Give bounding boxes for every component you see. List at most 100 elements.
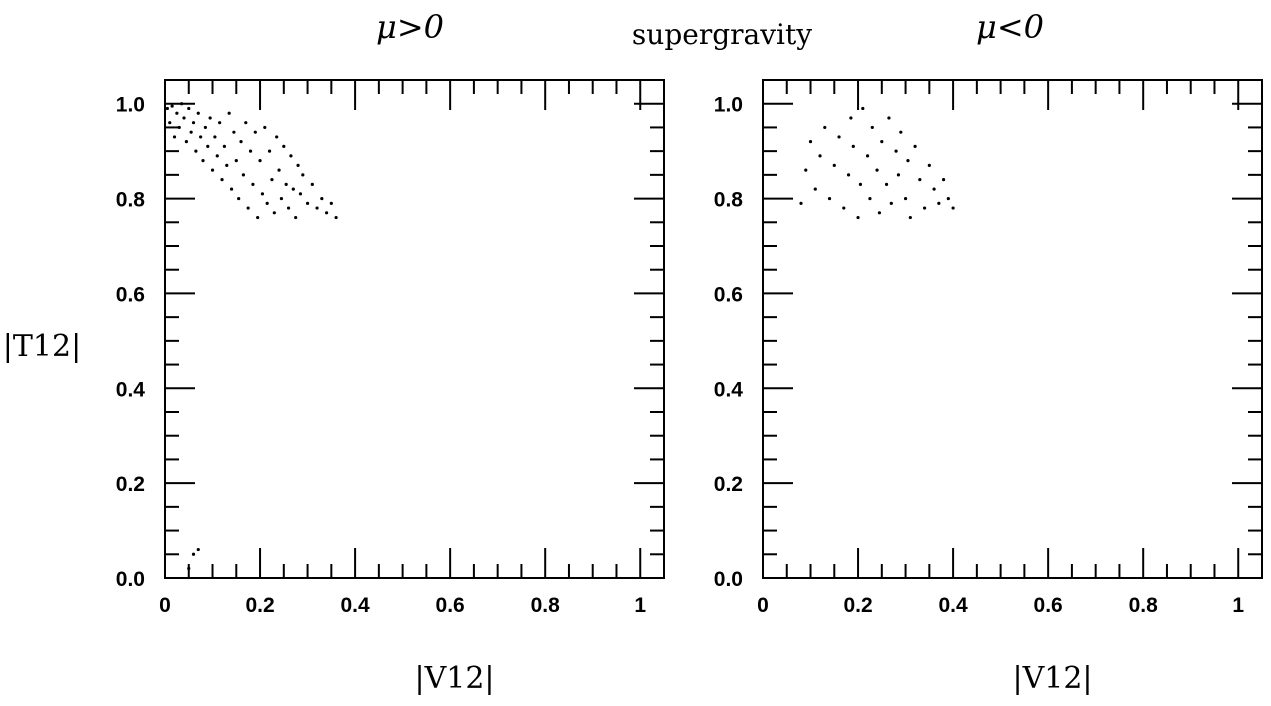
left-panel: μ>0 |V12| 0 0.2 0.4 0.6 0.8 1 0.0 0.2 0.4 0.6 0.8 1.0 xyxy=(116,8,665,696)
y-tick-label: 0.2 xyxy=(714,473,743,496)
data-point xyxy=(191,121,196,125)
data-point xyxy=(199,135,203,139)
data-point xyxy=(175,111,179,115)
x-tick-label: 0.2 xyxy=(843,594,872,617)
data-point xyxy=(877,211,882,215)
data-point xyxy=(932,187,936,191)
y-tick-label: 1.0 xyxy=(116,94,145,117)
data-point xyxy=(172,135,177,139)
data-point xyxy=(918,178,922,182)
data-point xyxy=(229,187,234,191)
data-point xyxy=(870,125,874,130)
data-point xyxy=(320,196,324,201)
data-point xyxy=(832,163,836,167)
data-point xyxy=(827,196,832,201)
data-point xyxy=(315,206,319,210)
x-axis-label: |V12| xyxy=(414,661,494,696)
y-tick-label: 0.8 xyxy=(714,189,744,212)
data-point xyxy=(279,196,284,201)
data-point xyxy=(220,178,224,182)
data-point xyxy=(301,173,305,177)
center-title: supergravity xyxy=(632,18,812,51)
data-point xyxy=(187,566,191,571)
data-point xyxy=(849,116,853,120)
data-point xyxy=(284,182,288,186)
data-point xyxy=(286,206,291,210)
data-point xyxy=(875,168,879,172)
y-tick-label: 0.4 xyxy=(116,378,146,401)
data-point xyxy=(210,168,215,172)
data-point xyxy=(296,163,300,167)
data-point xyxy=(329,201,333,205)
data-point xyxy=(282,144,286,148)
y-tick-label: 0.6 xyxy=(714,283,743,306)
data-point xyxy=(305,201,310,205)
x-tick-label: 1 xyxy=(634,594,646,617)
data-point xyxy=(818,154,822,158)
data-point xyxy=(237,196,241,201)
data-point xyxy=(241,173,246,177)
x-tick-label: 0.4 xyxy=(340,594,370,617)
data-point xyxy=(256,215,260,220)
data-point xyxy=(248,149,253,153)
data-point xyxy=(182,116,186,120)
data-point xyxy=(906,159,910,163)
data-point xyxy=(324,211,329,215)
data-point xyxy=(889,201,893,205)
data-point xyxy=(177,125,181,130)
data-point xyxy=(213,135,217,139)
data-point xyxy=(868,196,872,201)
data-point xyxy=(808,140,813,144)
data-point xyxy=(222,144,227,148)
data-point xyxy=(837,135,841,139)
data-point xyxy=(289,154,293,158)
right-panel: μ<0 |V12| 0 0.2 0.4 0.6 0.8 1 0.0 0.2 0.4 0.6 0.8 1.0 xyxy=(714,8,1263,696)
x-tick-label: 1 xyxy=(1232,594,1244,617)
data-point xyxy=(861,106,865,111)
y-tick-label: 0.6 xyxy=(116,283,145,306)
data-point xyxy=(804,168,808,172)
data-point xyxy=(201,159,205,163)
data-point xyxy=(294,215,298,220)
data-point xyxy=(246,206,250,210)
x-tick-label: 0.8 xyxy=(1129,594,1159,617)
x-tick-label: 0.6 xyxy=(436,594,465,617)
data-point xyxy=(884,182,889,186)
data-point xyxy=(265,201,269,205)
y-tick-label: 0.8 xyxy=(116,189,146,212)
data-point xyxy=(239,140,243,144)
data-point xyxy=(187,106,191,111)
data-point xyxy=(170,104,174,108)
data-point xyxy=(799,201,803,205)
x-tick-label: 0.4 xyxy=(938,594,968,617)
plot-frame xyxy=(762,79,1263,579)
x-tick-label: 0 xyxy=(757,594,769,617)
data-point xyxy=(196,111,200,115)
x-tick-label: 0.8 xyxy=(531,594,561,617)
data-point xyxy=(208,116,212,120)
data-point xyxy=(253,130,257,134)
data-point xyxy=(899,130,903,134)
data-point xyxy=(165,106,169,111)
data-point xyxy=(291,187,295,191)
x-axis-label: |V12| xyxy=(1012,661,1092,696)
data-point xyxy=(842,206,846,210)
data-point xyxy=(813,187,817,191)
x-tick-label: 0.2 xyxy=(245,594,274,617)
data-point xyxy=(184,140,188,144)
data-point xyxy=(894,149,898,153)
data-point xyxy=(194,149,198,153)
data-point xyxy=(275,135,279,139)
data-point xyxy=(858,182,863,186)
data-point xyxy=(927,163,931,167)
data-point xyxy=(880,140,884,144)
data-point xyxy=(937,201,941,205)
data-point xyxy=(856,215,860,220)
panel-title: μ>0 xyxy=(376,8,444,46)
data-point xyxy=(232,130,236,134)
x-tick-label: 0 xyxy=(159,594,171,617)
y-tick-label: 0.0 xyxy=(116,568,145,591)
data-point xyxy=(851,144,855,148)
data-point xyxy=(913,144,917,148)
